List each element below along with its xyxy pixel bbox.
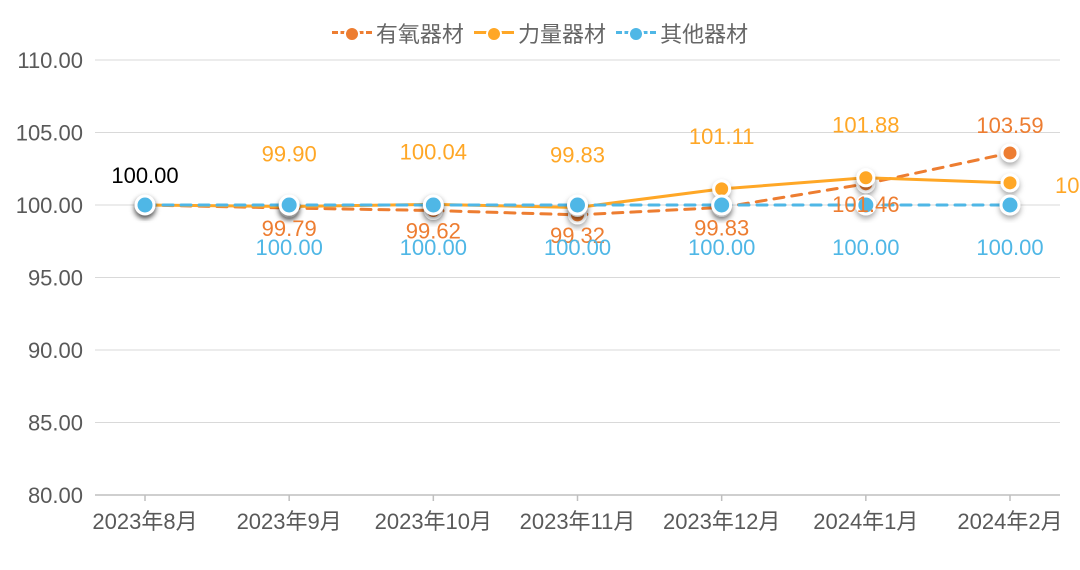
legend-item-s3: 其他器材: [616, 17, 748, 49]
svg-text:2024年1月: 2024年1月: [813, 509, 918, 534]
legend-item-s1: 有氧器材: [332, 17, 464, 49]
legend-label-s3: 其他器材: [660, 17, 748, 49]
svg-text:101.53: 101.53: [1055, 173, 1080, 198]
svg-text:2023年11月: 2023年11月: [520, 509, 636, 534]
svg-text:100.00: 100.00: [544, 235, 611, 260]
svg-text:101.88: 101.88: [832, 113, 899, 138]
svg-text:100.00: 100.00: [976, 235, 1043, 260]
legend-swatch-s2: [474, 31, 514, 34]
svg-text:110.00: 110.00: [17, 48, 83, 73]
svg-text:99.90: 99.90: [262, 141, 317, 166]
legend-swatch-s3: [616, 31, 656, 34]
legend-label-s2: 力量器材: [518, 17, 606, 49]
svg-text:2023年8月: 2023年8月: [92, 509, 197, 534]
svg-text:101.11: 101.11: [689, 124, 755, 149]
svg-text:100.04: 100.04: [400, 139, 467, 164]
svg-text:2023年9月: 2023年9月: [237, 509, 342, 534]
svg-text:90.00: 90.00: [28, 338, 83, 363]
svg-text:2023年12月: 2023年12月: [663, 509, 780, 534]
legend-item-s2: 力量器材: [474, 17, 606, 49]
svg-text:100.00: 100.00: [111, 163, 178, 188]
svg-text:100.00: 100.00: [16, 193, 83, 218]
legend-swatch-s1: [332, 31, 372, 34]
svg-text:100.00: 100.00: [832, 235, 899, 260]
svg-text:100.00: 100.00: [400, 235, 467, 260]
svg-text:100.00: 100.00: [688, 235, 755, 260]
svg-text:100.00: 100.00: [256, 235, 323, 260]
legend-label-s1: 有氧器材: [376, 17, 464, 49]
svg-text:103.59: 103.59: [976, 113, 1043, 138]
svg-text:105.00: 105.00: [16, 121, 83, 146]
svg-text:99.83: 99.83: [550, 142, 605, 167]
svg-text:2024年2月: 2024年2月: [957, 509, 1062, 534]
svg-text:2023年10月: 2023年10月: [375, 509, 492, 534]
plot-svg: 80.00 85.00 90.00 95.00 100.00 105.00 110.00 20…: [0, 0, 1080, 570]
svg-text:80.00: 80.00: [28, 483, 83, 508]
svg-text:85.00: 85.00: [28, 411, 83, 436]
chart-container: { "chart": { "type": "line", "width": 10…: [0, 0, 1080, 570]
legend: 有氧器材 力量器材 其他器材: [0, 14, 1080, 49]
svg-text:95.00: 95.00: [28, 266, 83, 291]
svg-text:101.46: 101.46: [832, 192, 899, 217]
